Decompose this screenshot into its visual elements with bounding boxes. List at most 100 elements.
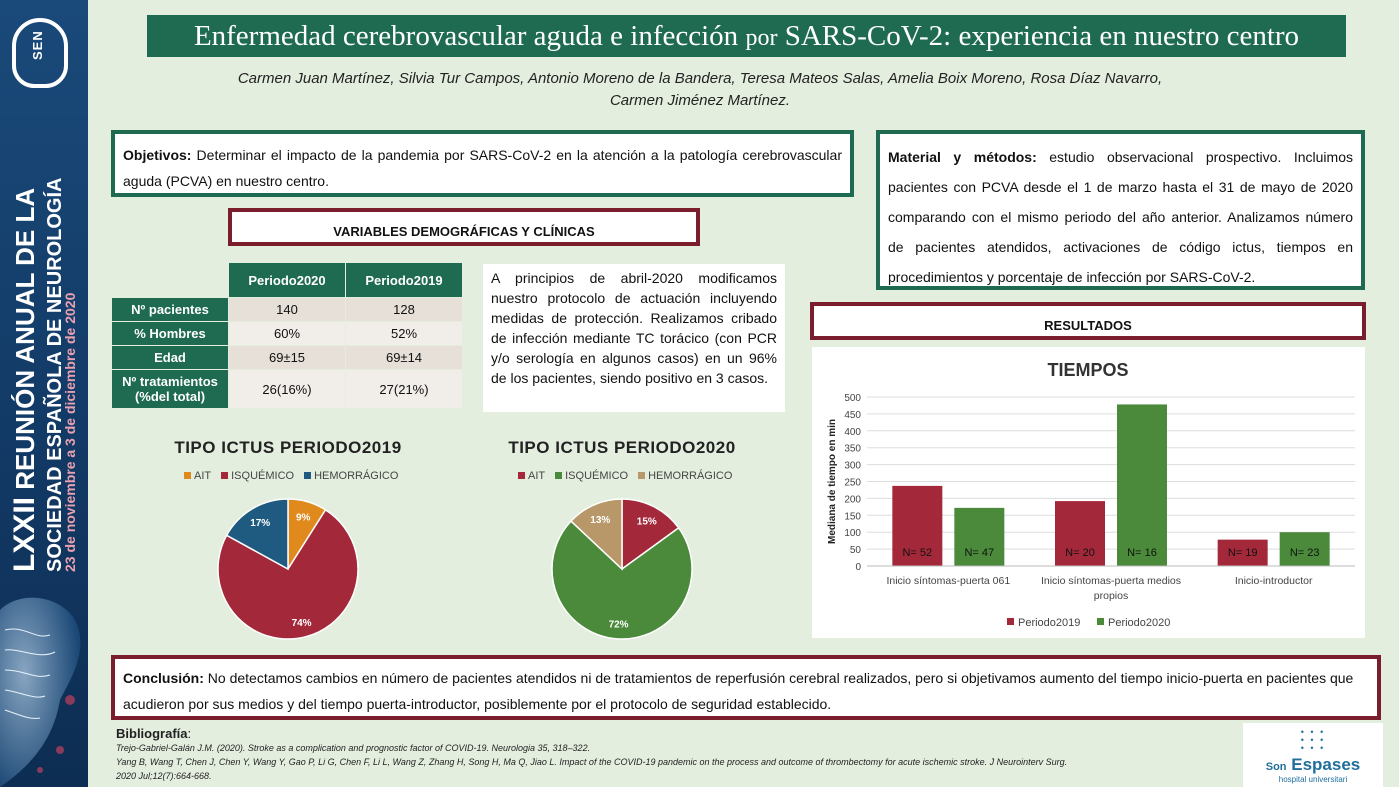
demographics-table: Periodo2020 Periodo2019 Nº pacientes 140… (111, 262, 463, 409)
conclusion-label: Conclusión: (123, 670, 204, 686)
bar-n-label: N= 52 (902, 547, 932, 559)
chart-title: TIEMPOS (1047, 360, 1128, 380)
y-tick-label: 400 (844, 427, 861, 438)
y-tick-label: 300 (844, 461, 861, 472)
material-text: estudio observacional prospectivo. Inclu… (888, 149, 1353, 285)
y-tick-label: 200 (844, 494, 861, 505)
poster-title: Enfermedad cerebrovascular aguda e infec… (147, 15, 1346, 57)
bar (1217, 539, 1268, 566)
meeting-dates: 23 de noviembre a 3 de diciembre de 2020 (62, 292, 78, 572)
table-row: Nº tratamientos (%del total) 26(16%) 27(… (112, 370, 462, 408)
sen-logo-text: SEN (30, 30, 45, 60)
legend-label: Periodo2020 (1108, 617, 1170, 629)
bibliography-heading: Bibliografía: (116, 726, 192, 741)
legend-swatch (1097, 618, 1104, 625)
material-label: Material y métodos: (888, 149, 1037, 165)
legend-swatch (1007, 618, 1014, 625)
conclusion-text: No detectamos cambios en número de pacie… (123, 670, 1354, 712)
y-tick-label: 100 (844, 528, 861, 539)
son-espases-logo: • • • • • • • • • Son Espases hospital uni… (1243, 723, 1383, 787)
cell-2020: 69±15 (229, 346, 345, 369)
table-row: Nº pacientes 140 128 (112, 298, 462, 321)
pie-2020-title: TIPO ICTUS PERIODO2020 (508, 438, 736, 457)
y-tick-label: 250 (844, 478, 861, 489)
brain-outline-icon (12, 18, 68, 88)
legend-item: ISQUÉMICO (555, 470, 628, 482)
brain-illustration (0, 597, 81, 787)
material-metodos-box: Material y métodos: estudio observaciona… (876, 130, 1365, 290)
row-label: Nº pacientes (112, 298, 228, 321)
cell-2019: 52% (346, 322, 462, 345)
y-tick-label: 350 (844, 444, 861, 455)
pie-slice-label: 13% (590, 515, 610, 526)
bar-n-label: N= 19 (1228, 547, 1258, 559)
legend-item: HEMORRÁGICO (304, 470, 398, 482)
pie-slice (217, 508, 359, 640)
row-label: % Hombres (112, 322, 228, 345)
pie-2020-legend: AIT ISQUÉMICO HEMORRÁGICO (518, 470, 732, 482)
resultados-header: RESULTADOS (810, 302, 1366, 340)
legend-label: Periodo2019 (1018, 617, 1080, 629)
protocol-note: A principios de abril-2020 modificamos n… (483, 264, 785, 412)
table-row: % Hombres 60% 52% (112, 322, 462, 345)
reference-item: 2020 Jul;12(7):664-668. (116, 771, 212, 781)
bar (1279, 532, 1330, 566)
pie-slice (551, 520, 693, 640)
bar-n-label: N= 47 (964, 547, 994, 559)
pie-slice-label: 17% (250, 518, 270, 529)
y-tick-label: 450 (844, 410, 861, 421)
meeting-title-line1: LXXII REUNIÓN ANUAL DE LA (8, 187, 41, 572)
sidebar-banner: SEN LXXII REUNIÓN ANUAL DE LA SOCIEDAD E… (0, 0, 88, 787)
legend-item: ISQUÉMICO (221, 470, 294, 482)
legend-item: AIT (184, 470, 211, 482)
pie-2019-legend: AIT ISQUÉMICO HEMORRÁGICO (184, 470, 398, 482)
y-tick-label: 0 (855, 562, 861, 573)
authors: Carmen Juan Martínez, Silvia Tur Campos,… (237, 70, 1163, 109)
bar (1117, 404, 1167, 566)
objetivos-text: Determinar el impacto de la pandemia por… (123, 147, 842, 189)
objetivos-label: Objetivos: (123, 147, 192, 163)
pie-slice-label: 72% (609, 619, 629, 630)
cell-2019: 27(21%) (346, 370, 462, 408)
reference-item: Yang B, Wang T, Chen J, Chen Y, Wang Y, … (116, 757, 1068, 767)
tiempos-bar-chart: TIEMPOS 0 50 100 150 200 250 300 350 400 450 500 Med… (827, 360, 1355, 629)
conclusion-box: Conclusión: No detectamos cambios en núm… (111, 655, 1381, 720)
bar-n-label: N= 16 (1127, 547, 1157, 559)
logo-dots-icon: • • • • • • • • • (1300, 727, 1326, 753)
pie-2019-title: TIPO ICTUS PERIODO2019 (174, 438, 402, 457)
table-row: Edad 69±15 69±14 (112, 346, 462, 369)
cell-2019: 69±14 (346, 346, 462, 369)
col-header-2020: Periodo2020 (229, 263, 345, 297)
x-category-label: Inicio síntomas-puerta medios (1041, 575, 1181, 587)
col-header-2019: Periodo2019 (346, 263, 462, 297)
x-category-label: Inicio-introductor (1235, 575, 1313, 587)
reference-item: Trejo-Gabriel-Galán J.M. (2020). Stroke … (116, 743, 591, 753)
cell-2020: 140 (229, 298, 345, 321)
legend-item: HEMORRÁGICO (638, 470, 732, 482)
y-tick-label: 50 (850, 545, 862, 556)
cell-2019: 128 (346, 298, 462, 321)
bibliography: Bibliografía: Trejo-Gabriel-Galán J.M. (… (116, 726, 1216, 783)
pie-slice (621, 498, 680, 571)
pie-chart-2019: 9% 74% 17% (217, 498, 359, 640)
row-label: Nº tratamientos (%del total) (112, 370, 228, 408)
legend-item: AIT (518, 470, 545, 482)
pie-slice-label: 74% (292, 618, 312, 629)
y-tick-label: 500 (844, 393, 861, 404)
cell-2020: 60% (229, 322, 345, 345)
bar (892, 485, 943, 566)
pie-slice-label: 15% (637, 516, 657, 527)
x-category-label: propios (1094, 590, 1128, 602)
row-label: Edad (112, 346, 228, 369)
pie-slice (225, 498, 289, 571)
bar-n-label: N= 23 (1290, 547, 1320, 559)
y-tick-label: 150 (844, 511, 861, 522)
pie-chart-2020: 15% 72% 13% (551, 498, 693, 640)
objetivos-box: Objetivos: Determinar el impacto de la p… (111, 130, 854, 197)
sen-logo: SEN (12, 18, 76, 98)
y-axis-label: Mediana de tiempo en min (827, 419, 838, 544)
pie-slice (569, 498, 623, 571)
variables-header: VARIABLES DEMOGRÁFICAS Y CLÍNICAS (228, 208, 700, 246)
bar (1055, 501, 1105, 566)
pie-slice-label: 9% (296, 513, 311, 524)
